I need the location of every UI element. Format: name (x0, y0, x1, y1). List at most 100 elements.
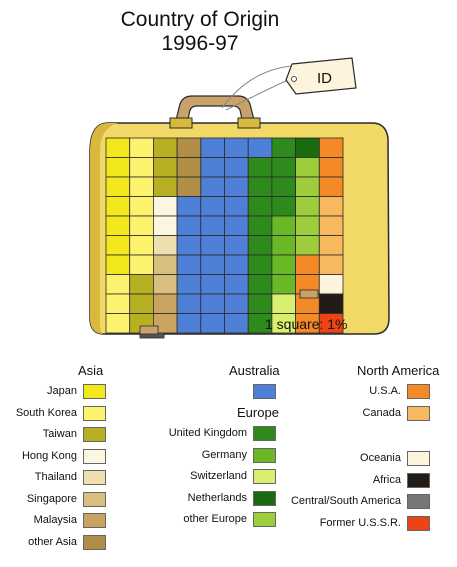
legend-item: Africa (0, 473, 401, 491)
waffle-square-other-europe (295, 157, 320, 178)
waffle-square-taiwan (152, 176, 178, 197)
legend-swatch (83, 427, 106, 442)
legend-item: other Europe (0, 512, 247, 530)
legend-label: Oceania (360, 452, 401, 464)
legend-label: Netherlands (187, 491, 247, 504)
legend-swatch-wrap (83, 470, 107, 488)
legend-swatch-wrap (253, 490, 277, 509)
legend-group-australia: Australia (229, 363, 280, 378)
legend-swatch (407, 494, 430, 509)
waffle-square-australia (224, 293, 249, 314)
id-tag (285, 57, 357, 95)
waffle-square-south-korea (129, 254, 154, 275)
waffle-square-south-korea (105, 313, 131, 334)
legend-label: Germany (201, 448, 247, 461)
chart-title-line2: 1996-97 (161, 32, 239, 55)
waffle-square-australia (224, 196, 249, 217)
handle-clip-left (169, 117, 193, 129)
legend-label: Canada (362, 406, 401, 419)
legend-swatch (83, 534, 106, 550)
legend-swatch-wrap (83, 427, 107, 445)
waffle-square-australia (200, 215, 225, 236)
legend-label: Thailand (34, 471, 77, 483)
legend-item: Germany (0, 448, 247, 466)
waffle-square-other-europe (295, 215, 320, 236)
waffle-square-australia (176, 235, 202, 256)
waffle-square-canada (318, 254, 344, 275)
waffle-square-singapore (152, 254, 178, 275)
waffle-square-australia (224, 215, 249, 236)
waffle-square-australia (200, 137, 225, 158)
waffle-square-oceania (318, 274, 344, 295)
legend-swatch-wrap (253, 469, 277, 487)
legend-swatch (83, 448, 106, 464)
legend-item: Former U.S.S.R. (0, 516, 401, 534)
waffle-square-united-kingdom (247, 254, 273, 275)
legend-item: Central/South America (0, 494, 401, 512)
legend-swatch (253, 512, 276, 527)
waffle-square-australia (200, 235, 225, 256)
waffle-square-south-korea (105, 274, 131, 295)
waffle-square-australia (224, 137, 249, 158)
legend-swatch (253, 447, 276, 463)
waffle-square-germany (271, 254, 296, 275)
waffle-square-singapore (152, 274, 178, 295)
legend-label: Taiwan (42, 428, 77, 440)
legend-item: Canada (0, 406, 401, 424)
tag-string (221, 65, 293, 109)
waffle-square-thailand (152, 235, 178, 256)
handle-clip-right (237, 117, 261, 129)
legend-item: Netherlands (0, 491, 247, 509)
legend-swatch (83, 491, 106, 507)
legend-swatch (253, 426, 276, 441)
waffle-square-south-korea (129, 235, 154, 256)
waffle-square-australia (176, 254, 202, 275)
waffle-square-south-korea (129, 196, 154, 217)
waffle-square-germany (271, 215, 296, 236)
waffle-square-south-korea (129, 157, 154, 178)
waffle-square-australia (224, 254, 249, 275)
legend-swatch (407, 515, 430, 531)
chart-title-line1: Country of Origin (120, 8, 280, 31)
waffle-square-other-europe (295, 176, 320, 197)
legend-group-europe: Europe (237, 405, 279, 420)
legend-item: Hong Kong (0, 449, 77, 467)
legend-swatch (253, 490, 276, 506)
waffle-square-australia (200, 254, 225, 275)
legend-swatch-wrap (83, 405, 107, 424)
waffle-square-taiwan (152, 157, 178, 178)
legend-swatch (253, 469, 276, 484)
legend-swatch-wrap (407, 384, 431, 402)
legend-swatch-wrap (407, 472, 431, 491)
chart-title: Country of Origin 1996-97 (0, 8, 400, 56)
legend-group-north-america: North America (357, 363, 440, 378)
waffle-square-japan (105, 235, 131, 256)
waffle-square-australia (224, 313, 249, 334)
legend-label: South Korea (15, 406, 77, 419)
waffle-square-united-kingdom (247, 176, 273, 197)
waffle-square-united-kingdom (247, 215, 273, 236)
legend-swatch-wrap (253, 426, 277, 444)
legend-swatch (83, 405, 106, 421)
waffle-square-taiwan (129, 274, 154, 295)
tag-string-2 (225, 77, 293, 111)
legend-label: other Asia (28, 535, 77, 548)
legend-swatch-wrap (407, 451, 431, 469)
waffle-square-u-s-a- (295, 254, 320, 275)
legend-swatch (83, 470, 106, 485)
legend-item: United Kingdom (0, 426, 247, 444)
waffle-square-japan (105, 215, 131, 236)
waffle-square-former-u-s-s-r- (318, 313, 344, 334)
legend-label: Japan (47, 385, 77, 397)
legend-item: U.S.A. (0, 384, 401, 402)
legend-swatch-wrap (83, 491, 107, 510)
waffle-square-other-europe (295, 196, 320, 217)
waffle-square-africa (318, 293, 344, 314)
legend-swatch (83, 384, 106, 399)
legend-swatch-wrap (83, 534, 107, 553)
legend-item: Oceania (0, 451, 401, 469)
waffle-square-united-kingdom (271, 137, 296, 158)
waffle-square-japan (105, 137, 131, 158)
waffle-square-japan (105, 157, 131, 178)
suitcase-side-shadow (90, 123, 118, 334)
